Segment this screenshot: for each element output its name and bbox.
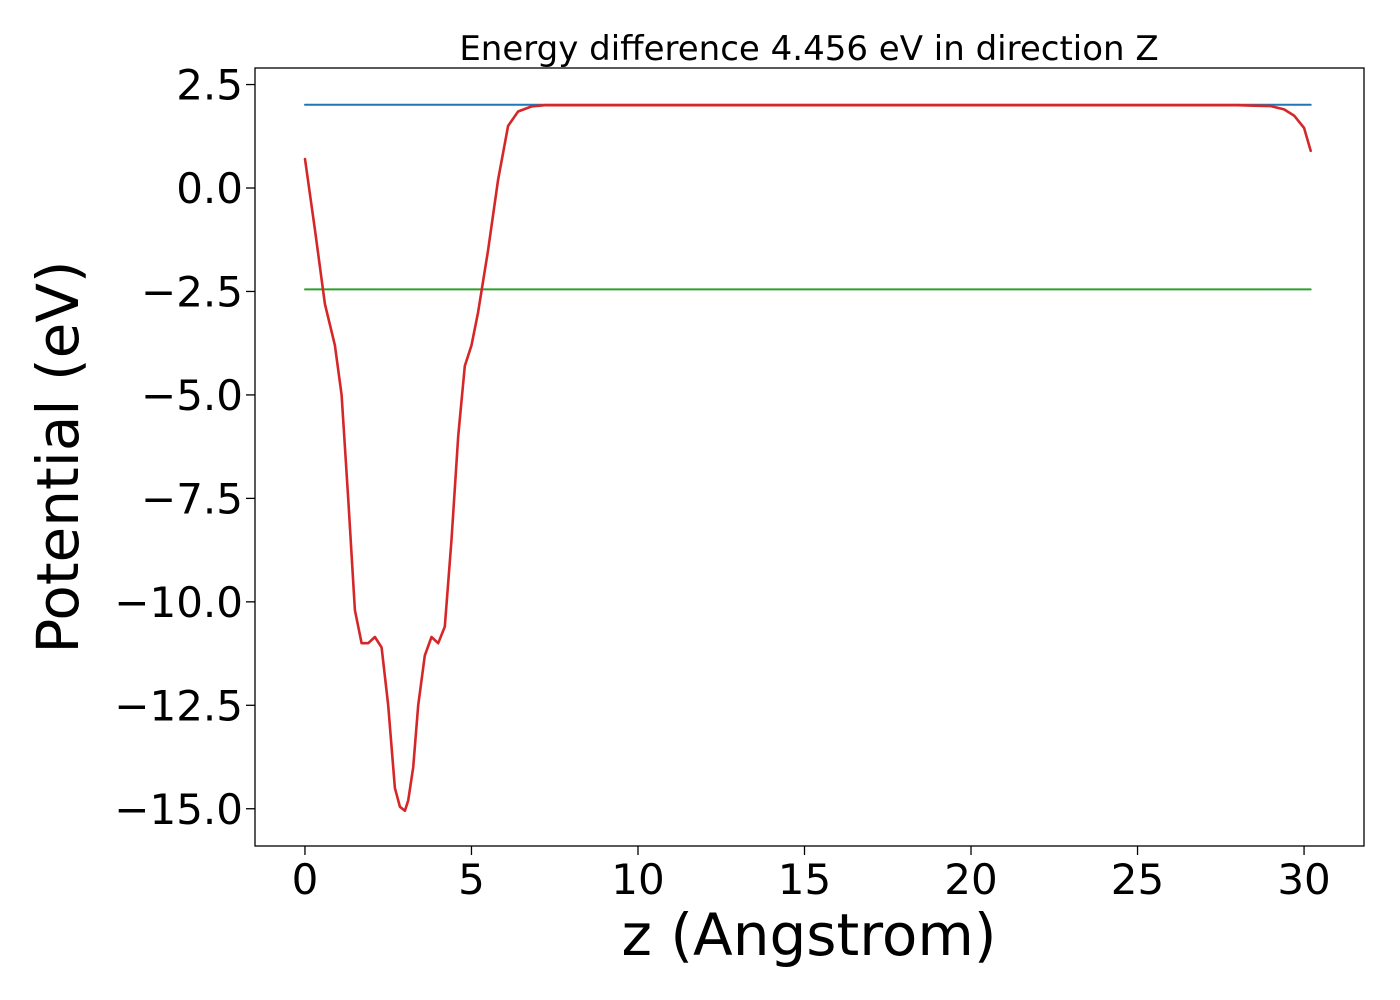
plot-area xyxy=(254,67,1365,847)
x-tick-label-3: 15 xyxy=(778,855,831,904)
series-line-2 xyxy=(303,103,1312,813)
x-tick-label-6: 30 xyxy=(1277,855,1330,904)
y-tick-label-3: −5.0 xyxy=(141,371,243,420)
x-axis: 0 5 10 15 20 25 30 xyxy=(292,846,1331,904)
x-tick-label-2: 10 xyxy=(611,855,664,904)
y-tick-label-4: −7.5 xyxy=(141,474,243,523)
chart-title: Energy difference 4.456 eV in direction … xyxy=(459,29,1158,69)
x-tick-label-4: 20 xyxy=(944,855,997,904)
y-tick-label-2: −2.5 xyxy=(141,267,243,316)
y-tick-label-7: −15.0 xyxy=(114,785,243,834)
x-axis-label: z (Angstrom) xyxy=(622,901,997,969)
y-tick-label-0: 2.5 xyxy=(176,61,243,110)
y-axis: 2.5 0.0 −2.5 −5.0 −7.5 −10.0 −12.5 −15.0 xyxy=(114,61,255,834)
series-layer xyxy=(303,103,1312,813)
x-tick-label-0: 0 xyxy=(292,855,319,904)
y-tick-label-5: −10.0 xyxy=(114,578,243,627)
x-tick-label-5: 25 xyxy=(1111,855,1164,904)
y-tick-label-1: 0.0 xyxy=(176,164,243,213)
y-tick-label-6: −12.5 xyxy=(114,681,243,730)
plot-frame xyxy=(254,67,1365,847)
y-axis-label: Potential (eV) xyxy=(24,260,92,653)
x-tick-label-1: 5 xyxy=(458,855,485,904)
